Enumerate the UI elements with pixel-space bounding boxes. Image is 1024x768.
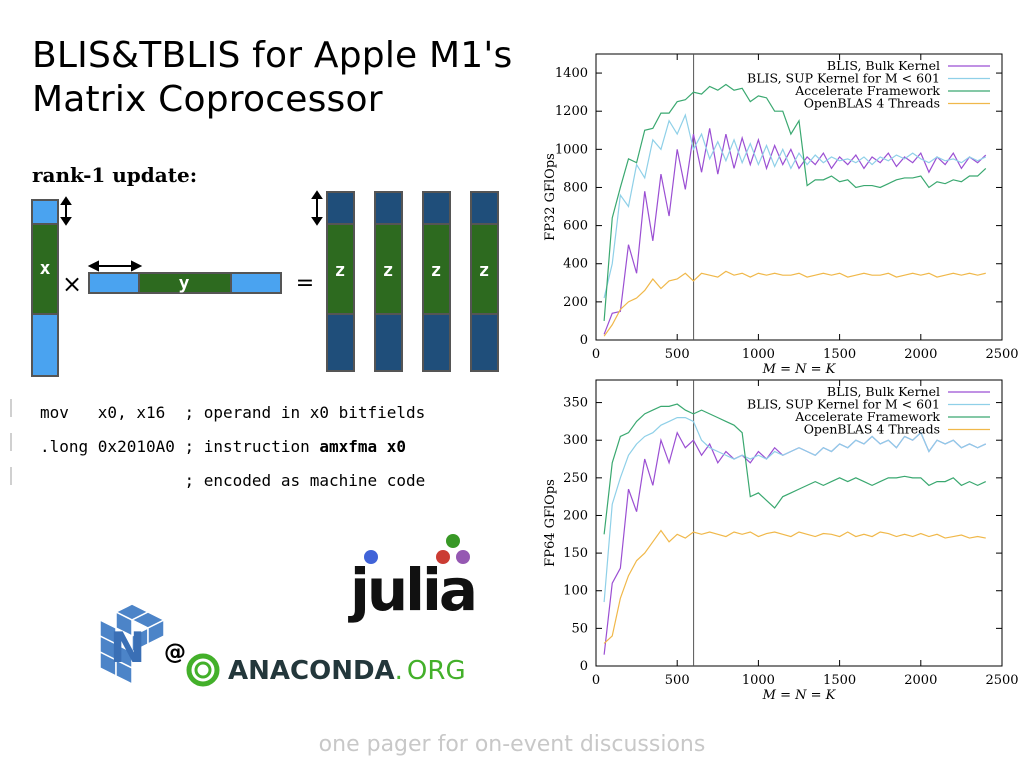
series-line-2: [603, 83, 987, 321]
anaconda-wordmark-main: ANACONDA: [228, 656, 395, 686]
x-tick-label: 1000: [742, 673, 775, 688]
legend-label: BLIS, SUP Kernel for M < 601: [747, 397, 940, 412]
code-line-3: ; encoded as machine code: [40, 471, 426, 490]
z-label: z: [431, 260, 442, 281]
y-axis-label: FP64 GFlOps: [543, 479, 558, 567]
at-sign: @: [164, 640, 186, 665]
y-tick-label: 200: [563, 508, 588, 523]
y-tick-label: 400: [563, 257, 588, 272]
slide-title: BLIS&TBLIS for Apple M1's Matrix Coproce…: [32, 34, 512, 122]
footer-note: one pager for on-event discussions: [318, 732, 706, 757]
y-label: y: [179, 273, 190, 294]
code-gutter-mark: [10, 433, 12, 451]
code-line-2: .long 0x2010A0 ; instruction amxfma x0: [40, 430, 425, 464]
anaconda-ring-icon: [186, 653, 220, 687]
legend-label: OpenBLAS 4 Threads: [804, 96, 940, 111]
legend-label: BLIS, Bulk Kernel: [827, 384, 940, 399]
series-line-0: [603, 431, 987, 655]
y-tick-label: 50: [571, 621, 588, 636]
series-line-3: [603, 270, 986, 337]
y-tick-label: 600: [563, 219, 588, 234]
y-tick-label: 800: [563, 180, 588, 195]
x-tick-label: 1500: [823, 347, 856, 362]
y-tick-label: 1400: [555, 66, 588, 81]
julia-dot-blue: [364, 550, 378, 564]
x-axis-label: M = N = K: [762, 688, 837, 703]
z-column-2: z: [374, 191, 403, 372]
julia-dot-purple: [456, 550, 470, 564]
x-tick-label: 2000: [904, 673, 937, 688]
title-line-2: Matrix Coprocessor: [32, 79, 383, 120]
legend-label: OpenBLAS 4 Threads: [804, 422, 940, 437]
z-label: z: [383, 260, 394, 281]
julia-logo: julia: [348, 534, 478, 624]
fp64-performance-chart: 0 500 1000 1500 2000 2500 0 50 100 150 200 250 300 35…: [543, 379, 1019, 703]
z-label: z: [479, 260, 490, 281]
y-tick-label: 150: [563, 546, 588, 561]
x-tick-label: 2500: [985, 347, 1018, 362]
x-double-arrow-icon: [60, 196, 72, 226]
anaconda-logo: ANACONDA. ORG: [186, 653, 466, 687]
y-tick-label: 1200: [555, 104, 588, 119]
rank1-subtitle: rank-1 update:: [32, 163, 198, 187]
x-tick-label: 2000: [904, 347, 937, 362]
y-tick-label: 0: [580, 659, 588, 674]
series-line-3: [603, 529, 986, 644]
x-tick-label: 500: [665, 673, 690, 688]
z-column-1: z: [326, 191, 355, 372]
y-tick-label: 250: [563, 471, 588, 486]
series-line-1: [603, 417, 987, 603]
y-axis-label: FP32 GFlOps: [543, 153, 558, 241]
code-line-2-instruction: amxfma x0: [319, 437, 407, 456]
z-arrow-icon: [311, 190, 323, 226]
series-line-1: [603, 113, 987, 299]
legend-label: BLIS, SUP Kernel for M < 601: [747, 71, 940, 86]
code-gutter-mark: [10, 399, 12, 417]
y-tick-label: 200: [563, 295, 588, 310]
legend-label: Accelerate Framework: [794, 83, 940, 98]
code-gutter-mark: [10, 467, 12, 485]
legend-label: Accelerate Framework: [794, 409, 940, 424]
x-label: x: [40, 258, 51, 279]
z-column-3: z: [422, 191, 451, 372]
fp32-performance-chart: 0 500 1000 1500 2000 2500 0 200 400 600 800 1000 120…: [543, 53, 1019, 377]
code-line-1: mov x0, x16 ; operand in x0 bitfields: [40, 403, 426, 422]
x-tick-label: 1000: [742, 347, 775, 362]
anaconda-wordmark-dot: .: [395, 656, 403, 686]
series-line-0: [603, 128, 987, 335]
x-tick-label: 2500: [985, 673, 1018, 688]
y-tick-label: 1000: [555, 142, 588, 157]
equals-symbol: =: [296, 271, 314, 296]
x-tick-label: 1500: [823, 673, 856, 688]
plot-frame: [595, 379, 1003, 667]
anaconda-wordmark-org: ORG: [407, 656, 466, 686]
rank1-diagram: x × y = z z z: [31, 190, 499, 377]
z-label: z: [335, 260, 346, 281]
times-symbol: ×: [62, 270, 82, 298]
anaconda-wordmark: ANACONDA. ORG: [228, 656, 466, 686]
svg-text:N: N: [110, 623, 145, 672]
code-line-2-text: .long 0x2010A0 ; instruction: [40, 437, 320, 456]
julia-dot-red: [436, 550, 450, 564]
x-tick-label: 0: [592, 347, 600, 362]
x-vector: x: [31, 199, 59, 377]
y-tick-label: 350: [563, 396, 588, 411]
x-tick-label: 500: [665, 347, 690, 362]
y-tick-label: 300: [563, 433, 588, 448]
series-line-2: [603, 403, 987, 535]
cube-logo-icon: N: [99, 603, 166, 685]
title-line-1: BLIS&TBLIS for Apple M1's: [32, 35, 513, 76]
y-vector: y: [88, 272, 282, 294]
legend-label: BLIS, Bulk Kernel: [827, 58, 940, 73]
y-double-arrow-icon: [87, 260, 143, 272]
y-tick-label: 100: [563, 584, 588, 599]
julia-wordmark: julia: [348, 556, 475, 624]
assembly-code-block: mov x0, x16 ; operand in x0 bitfields .lo…: [40, 396, 425, 498]
x-axis-label: M = N = K: [762, 362, 837, 377]
julia-dot-green: [446, 534, 460, 548]
plot-frame: [595, 53, 1003, 341]
x-tick-label: 0: [592, 673, 600, 688]
y-tick-label: 0: [580, 333, 588, 348]
z-column-4: z: [470, 191, 499, 372]
